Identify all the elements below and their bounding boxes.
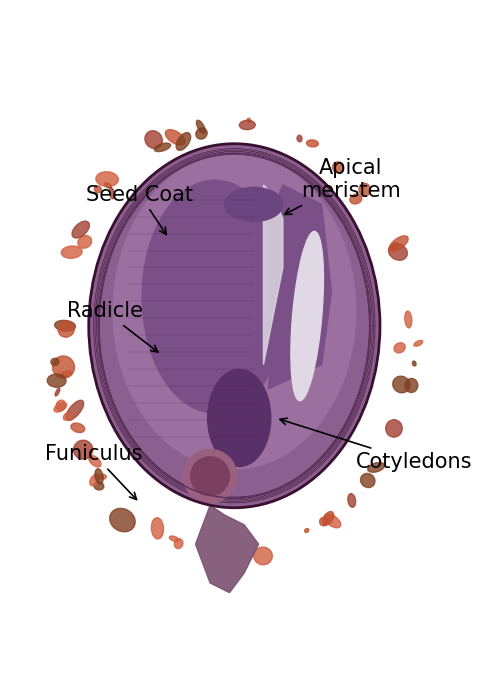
Ellipse shape bbox=[71, 423, 85, 433]
Ellipse shape bbox=[224, 188, 283, 221]
Ellipse shape bbox=[324, 514, 340, 528]
Ellipse shape bbox=[154, 143, 170, 152]
Text: Apical
meristem: Apical meristem bbox=[284, 158, 401, 214]
Circle shape bbox=[184, 449, 237, 503]
Ellipse shape bbox=[110, 508, 135, 532]
Ellipse shape bbox=[47, 374, 66, 387]
Ellipse shape bbox=[304, 528, 309, 533]
Ellipse shape bbox=[152, 518, 164, 539]
Ellipse shape bbox=[142, 180, 288, 413]
Ellipse shape bbox=[90, 474, 100, 486]
Ellipse shape bbox=[166, 130, 185, 145]
Ellipse shape bbox=[350, 194, 362, 204]
Ellipse shape bbox=[96, 172, 118, 187]
Text: Seed Coat: Seed Coat bbox=[86, 185, 194, 234]
Ellipse shape bbox=[240, 120, 256, 130]
Ellipse shape bbox=[55, 388, 60, 396]
Ellipse shape bbox=[388, 244, 407, 260]
Ellipse shape bbox=[94, 186, 102, 192]
Ellipse shape bbox=[208, 370, 271, 466]
Text: Cotyledons: Cotyledons bbox=[280, 418, 472, 472]
Ellipse shape bbox=[170, 536, 179, 542]
Ellipse shape bbox=[176, 132, 190, 150]
Ellipse shape bbox=[196, 120, 205, 134]
Ellipse shape bbox=[61, 246, 82, 258]
Ellipse shape bbox=[405, 311, 412, 328]
Polygon shape bbox=[196, 505, 258, 593]
Ellipse shape bbox=[95, 469, 103, 484]
Ellipse shape bbox=[174, 539, 183, 549]
Ellipse shape bbox=[297, 135, 302, 142]
Ellipse shape bbox=[145, 131, 162, 148]
Ellipse shape bbox=[248, 118, 250, 122]
Ellipse shape bbox=[78, 235, 92, 248]
Ellipse shape bbox=[394, 343, 406, 353]
Ellipse shape bbox=[386, 420, 402, 437]
Text: Radicle: Radicle bbox=[67, 301, 158, 352]
Ellipse shape bbox=[348, 494, 356, 508]
Ellipse shape bbox=[414, 340, 423, 346]
Ellipse shape bbox=[60, 371, 72, 377]
Polygon shape bbox=[268, 185, 332, 388]
Ellipse shape bbox=[64, 412, 71, 420]
Ellipse shape bbox=[392, 243, 398, 249]
Ellipse shape bbox=[72, 221, 90, 238]
Ellipse shape bbox=[58, 321, 74, 337]
Ellipse shape bbox=[94, 482, 104, 490]
Ellipse shape bbox=[320, 517, 328, 526]
Ellipse shape bbox=[322, 512, 334, 525]
Ellipse shape bbox=[54, 402, 66, 412]
Ellipse shape bbox=[405, 379, 418, 393]
Ellipse shape bbox=[89, 144, 380, 508]
Ellipse shape bbox=[390, 236, 408, 251]
Ellipse shape bbox=[74, 440, 92, 459]
Ellipse shape bbox=[254, 547, 272, 565]
Ellipse shape bbox=[89, 456, 101, 467]
Ellipse shape bbox=[54, 321, 76, 331]
Ellipse shape bbox=[306, 140, 318, 147]
Text: Funiculus: Funiculus bbox=[45, 444, 142, 500]
Ellipse shape bbox=[113, 153, 356, 469]
Ellipse shape bbox=[196, 128, 207, 139]
Circle shape bbox=[190, 457, 230, 496]
Polygon shape bbox=[264, 185, 283, 365]
Ellipse shape bbox=[52, 356, 74, 378]
Ellipse shape bbox=[368, 463, 384, 473]
Ellipse shape bbox=[104, 183, 112, 188]
Ellipse shape bbox=[110, 188, 114, 199]
Ellipse shape bbox=[359, 183, 370, 196]
Ellipse shape bbox=[56, 400, 66, 410]
Ellipse shape bbox=[412, 361, 416, 366]
Ellipse shape bbox=[360, 473, 375, 488]
Ellipse shape bbox=[332, 162, 344, 173]
Ellipse shape bbox=[392, 376, 410, 393]
Ellipse shape bbox=[291, 232, 324, 400]
Ellipse shape bbox=[100, 475, 106, 479]
Ellipse shape bbox=[51, 358, 59, 365]
Ellipse shape bbox=[66, 400, 84, 421]
